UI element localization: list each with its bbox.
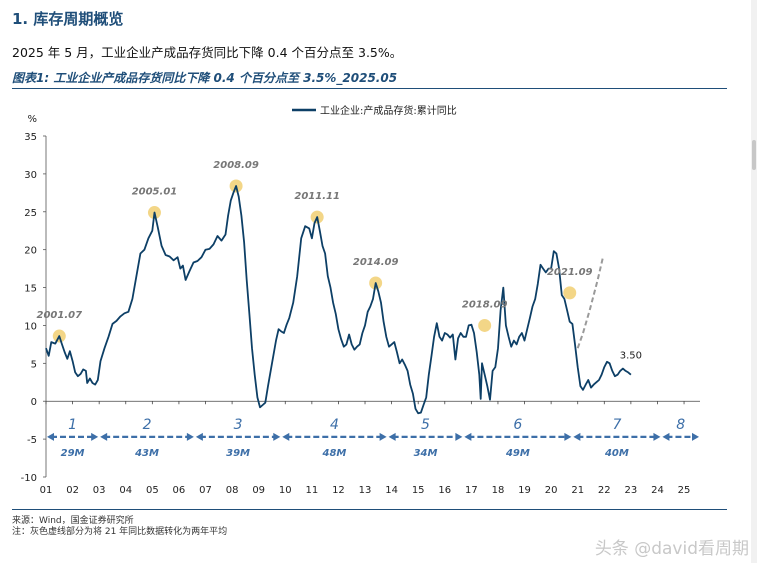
- figure-title-rule: [12, 88, 727, 89]
- x-tick-label: 05: [146, 485, 159, 496]
- peak-label: 2001.07: [37, 310, 83, 321]
- peak-label: 2011.11: [294, 191, 340, 202]
- cycle-number: 5: [421, 417, 430, 433]
- cycle-arrow-head-left: [464, 432, 472, 441]
- x-tick-label: 16: [438, 485, 451, 496]
- x-tick-label: 07: [199, 485, 212, 496]
- y-tick-label: -5: [27, 435, 37, 446]
- x-tick-label: 21: [571, 485, 584, 496]
- figure-title: 图表1: 工业企业产成品存货同比下降 0.4 个百分点至 3.5%_2025.0…: [12, 71, 398, 85]
- two-year-average-dashed-line: [576, 257, 604, 349]
- cycle-number: 4: [330, 417, 339, 433]
- x-tick-label: 22: [598, 485, 611, 496]
- x-tick-label: 18: [492, 485, 505, 496]
- cycle-months: 48M: [322, 448, 347, 459]
- cycle-arrow-head-left: [47, 432, 54, 441]
- x-tick-label: 03: [93, 485, 106, 496]
- cycle-number: 3: [234, 417, 243, 433]
- x-tick-label: 23: [625, 485, 638, 496]
- x-tick-label: 02: [66, 485, 79, 496]
- cycle-arrow-head-left: [573, 432, 581, 441]
- cycle-arrow-head-right: [653, 432, 661, 441]
- cycle-arrow-head-right: [455, 432, 463, 441]
- y-tick-label: 25: [24, 208, 37, 219]
- peak-label: 2018.09: [462, 299, 508, 310]
- peak-marker: [563, 286, 577, 300]
- section-title: 1. 库存周期概览: [12, 10, 124, 28]
- x-tick-label: 25: [678, 485, 691, 496]
- inventory-yoy-line: [45, 185, 632, 415]
- cycle-months: 29M: [61, 448, 85, 459]
- x-tick-label: 08: [226, 485, 239, 496]
- x-tick-label: 06: [173, 485, 186, 496]
- y-tick-label: 20: [24, 246, 37, 257]
- cycle-arrow-head-right: [692, 432, 699, 441]
- cycle-arrow-head-right: [186, 432, 194, 441]
- cycle-number: 8: [676, 417, 685, 433]
- y-unit-label: %: [27, 114, 37, 125]
- x-tick-label: 10: [279, 485, 292, 496]
- cycle-arrow-head-left: [195, 432, 203, 441]
- y-tick-label: 10: [24, 321, 37, 332]
- vertical-scrollbar[interactable]: [751, 0, 757, 563]
- x-tick-label: 13: [359, 485, 372, 496]
- cycle-arrow-head-left: [388, 432, 396, 441]
- cycle-number: 1: [68, 417, 77, 433]
- cycle-arrow-head-right: [564, 432, 572, 441]
- cycle-months: 39M: [226, 448, 250, 459]
- cycle-arrow-head-right: [91, 432, 99, 441]
- scrollbar-thumb[interactable]: [752, 140, 756, 170]
- cycle-number: 7: [612, 417, 621, 433]
- end-value-label: 3.50: [620, 351, 642, 362]
- cycle-months: 43M: [134, 448, 159, 459]
- y-tick-label: -10: [21, 473, 37, 484]
- cycle-arrow-head-right: [379, 432, 387, 441]
- cycle-arrow-head-left: [662, 432, 670, 441]
- x-tick-label: 15: [412, 485, 425, 496]
- peak-label: 2014.09: [353, 257, 399, 268]
- cycle-months: 40M: [604, 448, 629, 459]
- x-tick-label: 01: [40, 485, 53, 496]
- x-tick-label: 17: [465, 485, 478, 496]
- cycle-number: 6: [513, 417, 522, 433]
- y-tick-label: 15: [24, 284, 37, 295]
- peak-label: 2008.09: [213, 160, 259, 171]
- note-text: 注：灰色虚线部分为将 21 年同比数据转化为两年平均: [12, 527, 228, 537]
- cycle-months: 34M: [414, 448, 438, 459]
- x-tick-label: 24: [651, 485, 664, 496]
- watermark: 头条 @david看周期: [594, 539, 749, 559]
- x-tick-label: 09: [252, 485, 265, 496]
- source-text: 来源：Wind，国金证券研究所: [12, 516, 134, 526]
- y-tick-label: 0: [31, 397, 37, 408]
- cycle-arrow-head-right: [273, 432, 281, 441]
- x-tick-label: 12: [332, 485, 345, 496]
- x-tick-label: 20: [545, 485, 558, 496]
- cycle-number: 2: [143, 417, 152, 433]
- summary-text: 2025 年 5 月，工业企业产成品存货同比下降 0.4 个百分点至 3.5%。: [12, 45, 403, 60]
- x-tick-label: 11: [305, 485, 318, 496]
- legend-label: 工业企业:产成品存货:累计同比: [320, 104, 457, 117]
- y-tick-label: 35: [24, 132, 37, 143]
- cycle-arrow-head-left: [282, 432, 290, 441]
- x-tick-label: 19: [518, 485, 531, 496]
- peak-label: 2005.01: [132, 187, 178, 198]
- peak-marker: [478, 318, 492, 332]
- y-tick-label: 30: [24, 170, 37, 181]
- y-tick-label: 5: [31, 359, 37, 370]
- x-tick-label: 04: [119, 485, 132, 496]
- peak-label: 2021.09: [547, 267, 593, 278]
- cycle-months: 49M: [505, 448, 530, 459]
- x-tick-label: 14: [385, 485, 398, 496]
- footer-rule: [12, 509, 727, 510]
- cycle-arrow-head-left: [100, 432, 108, 441]
